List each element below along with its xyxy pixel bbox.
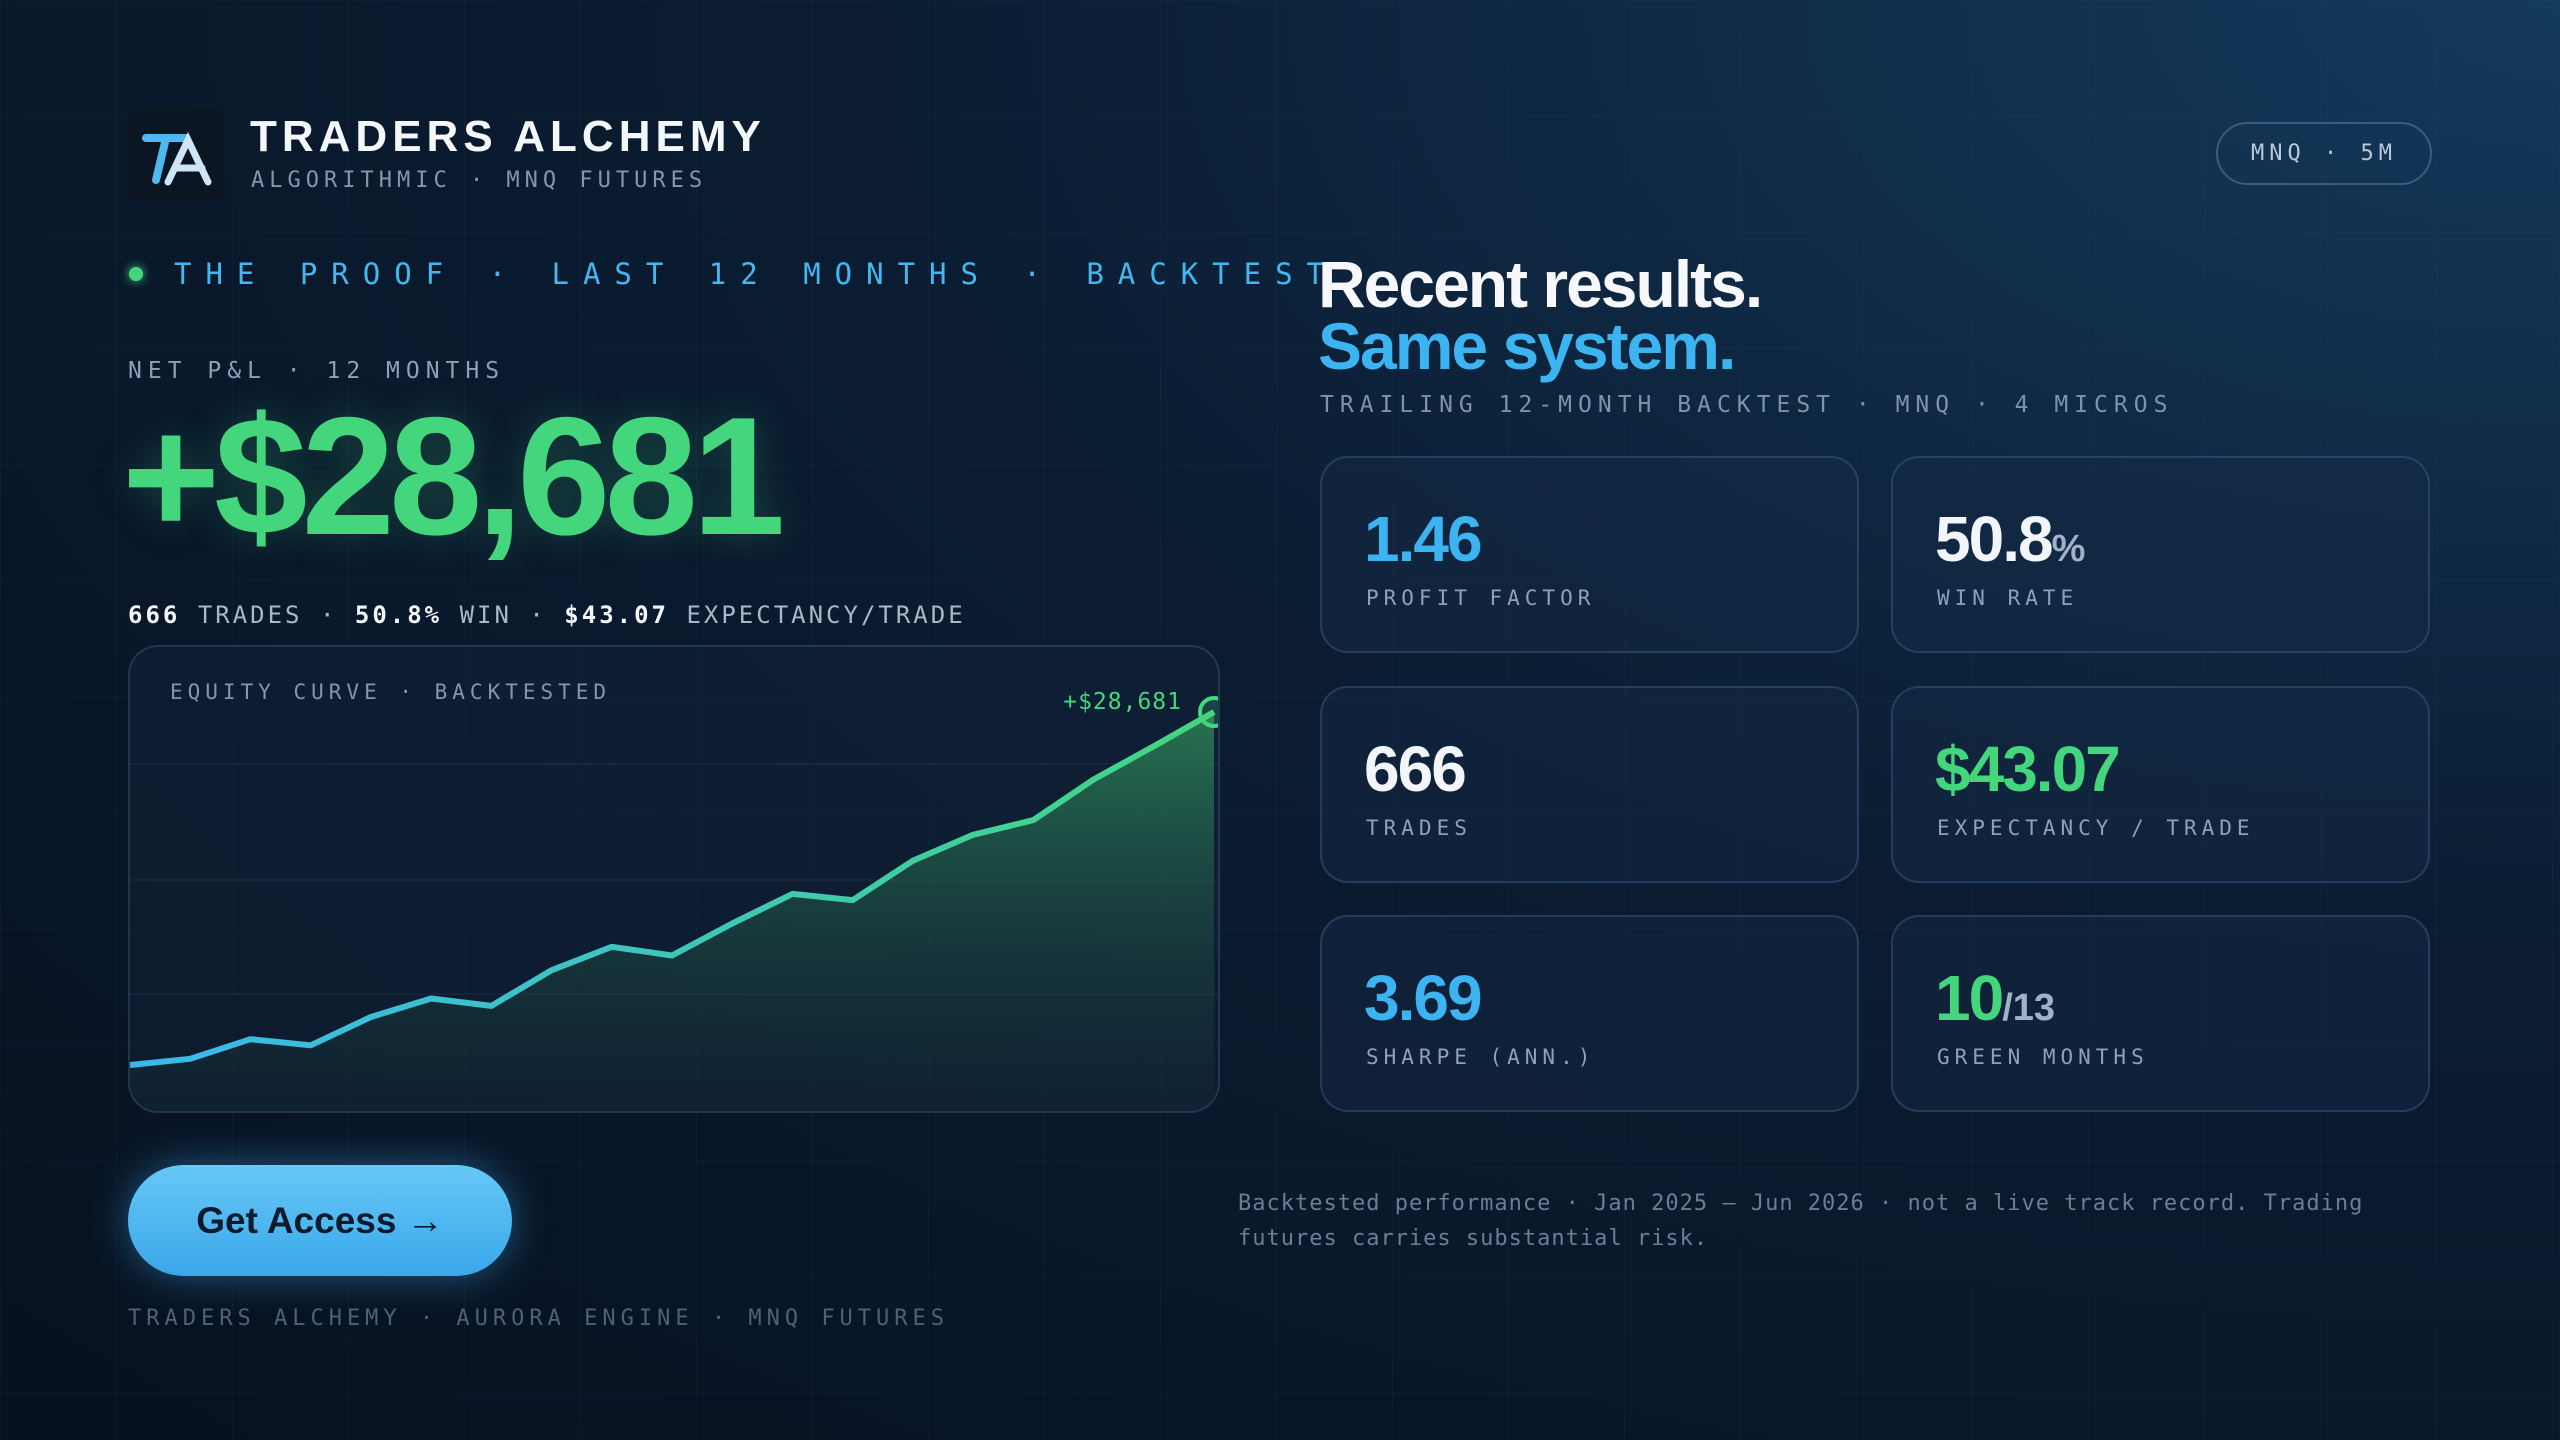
footer: TRADERS ALCHEMY · AURORA ENGINE · MNQ FU…: [128, 1306, 950, 1331]
metric-value: 1.46: [1364, 502, 1483, 576]
metric-label: PROFIT FACTOR: [1366, 586, 1596, 610]
metric-value: 10/13: [1935, 961, 2055, 1035]
metric-card: 1.46 PROFIT FACTOR: [1320, 456, 1859, 653]
metric-label: GREEN MONTHS: [1937, 1045, 2149, 1069]
equity-chart: [130, 696, 1218, 1111]
stat-value: $43.07: [564, 601, 669, 629]
metric-label: TRADES: [1366, 816, 1472, 840]
timeframe-badge: MNQ · 5M: [2216, 122, 2432, 185]
stat-unit: TRADES: [197, 601, 303, 629]
equity-area: [130, 712, 1214, 1111]
get-access-button[interactable]: Get Access →: [128, 1165, 512, 1276]
stat-unit: WIN: [459, 601, 512, 629]
headline-subtitle: TRAILING 12-MONTH BACKTEST · MNQ · 4 MIC…: [1320, 392, 2174, 418]
metric-label: WIN RATE: [1937, 586, 2079, 610]
proof-label: THE PROOF · LAST 12 MONTHS · BACKTEST: [174, 257, 1339, 291]
metric-card: 3.69 SHARPE (ANN.): [1320, 915, 1859, 1112]
stats-line: 666 TRADES · 50.8% WIN · $43.07 EXPECTAN…: [128, 573, 966, 629]
metric-number: 3.69: [1364, 962, 1483, 1034]
stat-unit: EXPECTANCY/TRADE: [686, 601, 966, 629]
metric-value: $43.07: [1935, 732, 2121, 806]
metric-value: 50.8%: [1935, 502, 2085, 576]
metric-number: 1.46: [1364, 503, 1483, 575]
metric-suffix: %: [2051, 528, 2086, 570]
metric-card: 50.8% WIN RATE: [1891, 456, 2430, 653]
metric-number: 50.8: [1935, 503, 2054, 575]
headline-line1: Recent results.: [1318, 247, 1763, 321]
metric-number: 10: [1935, 962, 2004, 1034]
metric-card: 10/13 GREEN MONTHS: [1891, 915, 2430, 1112]
equity-chart-card: EQUITY CURVE · BACKTESTED +$28,681: [128, 645, 1220, 1113]
metric-value: 666: [1364, 732, 1467, 806]
metric-card: 666 TRADES: [1320, 686, 1859, 883]
pnl-label: NET P&L · 12 MONTHS: [128, 358, 506, 384]
stat-value: 50.8%: [354, 601, 443, 629]
chart-label: EQUITY CURVE · BACKTESTED: [170, 680, 612, 704]
logo: [128, 108, 224, 202]
metric-number: 666: [1364, 733, 1467, 805]
metric-suffix: /13: [2002, 987, 2056, 1029]
pnl-value: +$28,681: [122, 382, 785, 570]
metric-label: SHARPE (ANN.): [1366, 1045, 1596, 1069]
status-dot: [129, 267, 143, 281]
disclaimer: Backtested performance · Jan 2025 – Jun …: [1238, 1191, 2364, 1251]
separator: ·: [529, 601, 547, 629]
equity-line: [130, 709, 1216, 1068]
equity-end-point: [1198, 696, 1218, 728]
separator: ·: [319, 601, 338, 629]
metric-label: EXPECTANCY / TRADE: [1937, 816, 2255, 840]
tagline: ALGORITHMIC · MNQ FUTURES: [251, 168, 708, 193]
headline-line2: Same system.: [1318, 309, 1736, 383]
chart-end-label: +$28,681: [1063, 689, 1182, 715]
metric-number: $43.07: [1935, 733, 2121, 805]
metric-card: $43.07 EXPECTANCY / TRADE: [1891, 686, 2430, 883]
stat-value: 666: [128, 601, 181, 629]
brand: TRADERS ALCHEMY: [250, 112, 766, 161]
metric-value: 3.69: [1364, 961, 1483, 1035]
